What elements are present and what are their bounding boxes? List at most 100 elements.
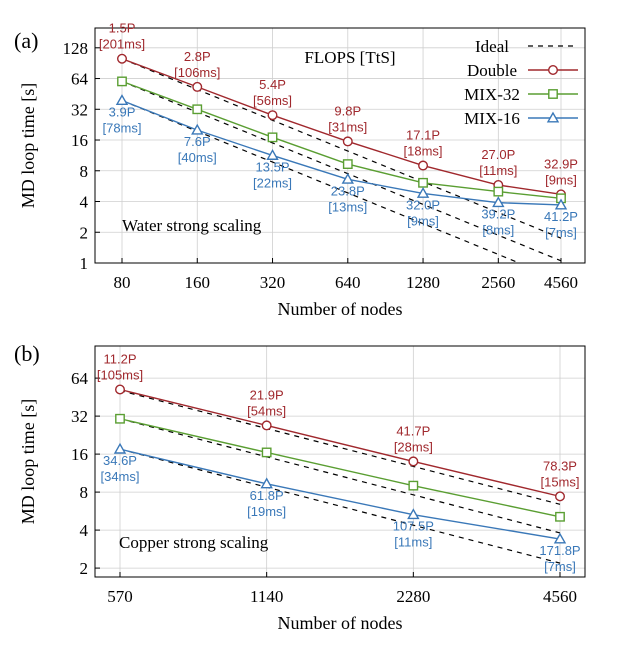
chart-annotation: Copper strong scaling [119,533,269,552]
x-tick-label: 1280 [406,273,440,292]
y-tick-label: 16 [71,131,88,150]
y-tick-label: 2 [80,223,89,242]
x-tick-label: 320 [260,273,286,292]
legend-label: MIX-32 [464,85,520,104]
flops-value-label: 34.6P [103,453,137,468]
data-point [493,186,504,197]
chart-annotation: Water strong scaling [122,216,262,235]
flops-value-label: 11.2P [103,352,136,367]
legend-swatch-marker [548,64,559,75]
series-line [119,418,561,518]
series-line [119,448,561,540]
x-tick-label: 640 [335,273,361,292]
time-value-label: [28ms] [394,439,433,454]
x-tick-label: 80 [114,273,131,292]
markers-mix-16 [113,442,567,544]
y-tick-label: 8 [80,483,89,502]
ideal-line [119,389,561,505]
time-value-label: [54ms] [247,403,286,418]
data-point [407,508,420,520]
time-value-label: [40ms] [178,150,217,165]
y-tick-label: 32 [71,407,88,426]
data-point [554,198,568,210]
panel-label: (b) [14,341,40,366]
time-value-label: [8ms] [482,223,514,238]
time-value-label: [18ms] [404,144,443,159]
series-line [119,388,561,498]
data-point [267,110,278,121]
y-tick-label: 16 [71,445,88,464]
flops-value-label: 41.2P [544,209,578,224]
chart-panel-b: 570 1140 2280 4560 2 4 8 16 32 64 Number of nodes M… [14,341,586,633]
data-point [342,159,353,169]
grid [95,28,585,264]
legend-swatch-marker [548,89,558,99]
flops-value-label: 78.3P [543,458,577,473]
series-mix-32 [119,418,561,518]
flops-value-label: 39.2P [481,207,515,222]
data-point [192,104,203,115]
point-labels-mix-16: 34.6P[34ms] 61.8P[19ms] 107.5P[11ms] 171.8P… [100,453,580,574]
y-axis-label: MD loop time [s] [18,83,38,209]
y-tick-label: 128 [63,39,89,58]
time-value-label: [11ms] [479,163,517,178]
data-point [115,94,129,106]
legend: Ideal Double MIX-32 MIX-16 [464,37,578,128]
y-tick-label: 64 [71,70,89,89]
series-double [119,388,561,498]
time-value-label: [7ms] [544,559,576,574]
data-point [418,177,428,188]
data-point [266,149,279,160]
data-point [114,384,125,395]
flops-value-label: 32.0P [406,197,440,212]
legend-label: MIX-16 [464,109,520,128]
plot-area [119,388,561,564]
data-point [191,123,204,135]
time-value-label: [7ms] [545,225,577,240]
x-tick-label: 570 [107,587,133,606]
time-value-label: [13ms] [328,199,367,214]
point-labels-double: 1.5P[201ms] 2.8P[106ms] 5.4P[56ms] 9.8P[31m… [99,21,578,188]
flops-value-label: 61.8P [250,488,284,503]
flops-value-label: 23.8P [331,183,365,198]
plot-frame [94,345,586,578]
point-labels-mix-16: 3.9P[78ms] 7.6P[40ms] 13.5P[22ms] 23.8P[13m… [102,105,578,240]
data-point [261,420,272,431]
data-point [553,532,567,544]
flops-value-label: 32.9P [544,156,578,171]
point-labels-double: 11.2P[105ms]21.9P[54ms]41.7P[28ms]78.3P[… [97,352,580,490]
time-value-label: [19ms] [247,504,286,519]
flops-value-label: 27.0P [481,147,515,162]
y-tick-label: 4 [80,521,89,540]
time-value-label: [106ms] [174,65,220,80]
flops-value-label: 17.1P [406,128,440,143]
time-value-label: [31ms] [328,119,367,134]
data-point [267,132,278,143]
data-point [418,160,429,171]
data-point [555,511,565,522]
x-tick-label: 1140 [250,587,283,606]
y-tick-label: 2 [80,559,89,578]
x-axis-label: Number of nodes [278,613,403,633]
y-tick-label: 8 [80,162,89,181]
time-value-label: [15ms] [540,474,579,489]
y-axis-label: MD loop time [s] [18,399,38,525]
time-value-label: [11ms] [394,535,432,550]
data-point [555,491,566,502]
data-point [192,81,203,92]
time-value-label: [22ms] [253,175,292,190]
x-tick-label: 2560 [481,273,515,292]
flops-label: FLOPS [TtS] [304,48,395,67]
flops-value-label: 7.6P [184,134,211,149]
flops-value-label: 21.9P [250,387,284,402]
time-value-label: [34ms] [100,469,139,484]
time-value-label: [201ms] [99,37,145,52]
data-point [342,136,353,147]
data-point [115,413,125,424]
data-point [492,196,505,208]
markers-mix-32 [115,413,565,522]
flops-value-label: 5.4P [259,77,286,92]
x-axis-label: Number of nodes [278,299,403,319]
data-point [408,480,419,491]
data-point [113,442,127,454]
